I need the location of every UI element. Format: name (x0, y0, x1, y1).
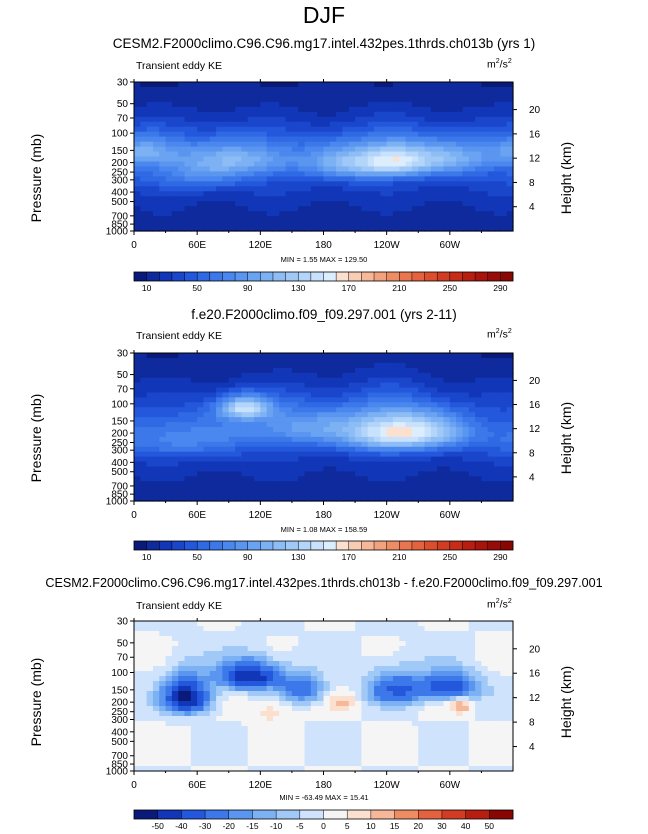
panel-3-ylabel: Pressure (mb) (28, 657, 44, 747)
panel-1-ylabel: Pressure (mb) (28, 133, 44, 223)
panel-3-min-max: MIN = -63.49 MAX = 15.41 (279, 793, 369, 802)
panel-3-units-label: m2/s2 (487, 598, 512, 611)
panel-3-variable-label: Transient eddy KE (136, 600, 222, 612)
panel-1-min-max: MIN = 1.55 MAX = 129.50 (280, 255, 368, 264)
panel-2-variable-label: Transient eddy KE (136, 330, 222, 342)
panel-1-title: CESM2.F2000climo.C96.C96.mg17.intel.432p… (112, 36, 536, 51)
panel-1: CESM2.F2000climo.C96.C96.mg17.intel.432p… (0, 36, 648, 296)
panel-3-title: CESM2.F2000climo.C96.C96.mg17.intel.432p… (45, 576, 603, 590)
panel-1-ylabel-right: Height (km) (558, 141, 574, 215)
panel-2-title: f.e20.F2000climo.f09_f09.297.001 (yrs 2-… (191, 307, 457, 322)
panel-3-ylabel-right: Height (km) (558, 665, 574, 739)
panel-2-ylabel-right: Height (km) (558, 401, 574, 475)
panel-3: CESM2.F2000climo.C96.C96.mg17.intel.432p… (0, 576, 648, 834)
panel-2: f.e20.F2000climo.f09_f09.297.001 (yrs 2-… (0, 307, 648, 567)
panel-2-ylabel: Pressure (mb) (28, 393, 44, 483)
panel-1-units-label: m2/s2 (487, 58, 512, 71)
panel-1-variable-label: Transient eddy KE (136, 60, 222, 72)
panel-2-min-max: MIN = 1.08 MAX = 158.59 (280, 525, 368, 534)
figure-title: DJF (302, 2, 346, 28)
panel-2-units-label: m2/s2 (487, 328, 512, 341)
